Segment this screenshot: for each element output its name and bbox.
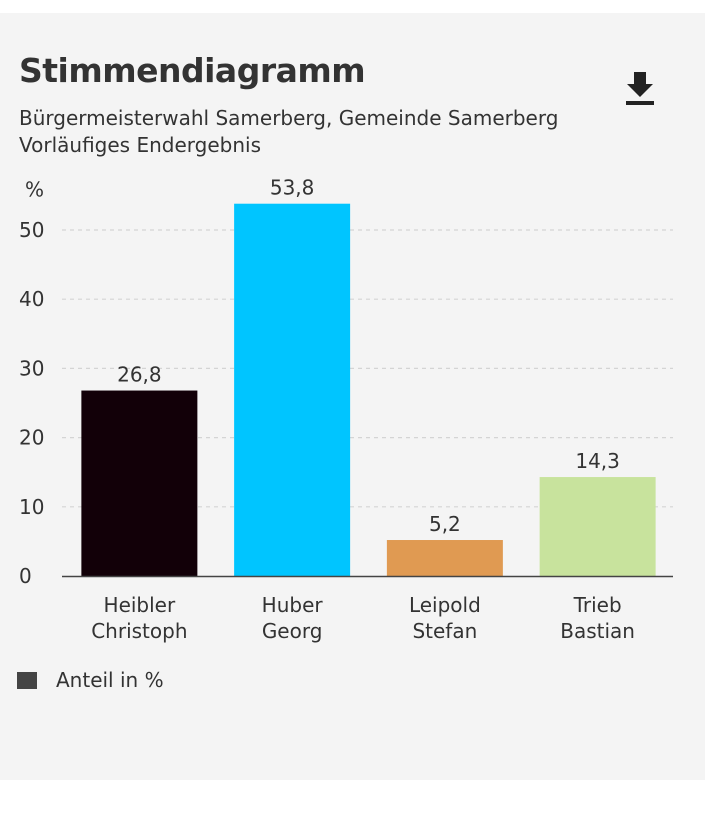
download-icon — [626, 72, 654, 105]
x-tick-label: Huber — [262, 593, 324, 617]
y-axis-unit-label: % — [25, 177, 44, 201]
chart-title: Stimmendiagramm — [19, 51, 366, 90]
x-tick-label: Trieb — [573, 593, 622, 617]
y-tick-label: 0 — [19, 564, 32, 588]
x-tick-label: Stefan — [412, 619, 477, 643]
bar — [234, 203, 351, 577]
legend: Anteil in % — [17, 668, 164, 692]
legend-label: Anteil in % — [56, 668, 164, 692]
chart-panel: Stimmendiagramm Bürgermeisterwahl Samerb… — [0, 13, 705, 780]
x-tick-label: Leipold — [409, 593, 481, 617]
x-tick-label: Bastian — [560, 619, 635, 643]
bar — [539, 477, 656, 576]
data-label: 53,8 — [270, 176, 315, 200]
x-tick-label: Heibler — [104, 593, 176, 617]
y-tick-label: 10 — [19, 495, 44, 519]
chart-subtitle-election: Bürgermeisterwahl Samerberg, Gemeinde Sa… — [19, 106, 559, 130]
data-label: 14,3 — [575, 449, 620, 473]
data-label: 5,2 — [429, 512, 461, 536]
chart-subtitle-status: Vorläufiges Endergebnis — [19, 133, 261, 157]
y-tick-label: 50 — [19, 218, 44, 242]
download-button[interactable] — [623, 70, 657, 108]
y-tick-label: 40 — [19, 287, 44, 311]
data-label: 26,8 — [117, 363, 162, 387]
x-tick-label: Georg — [262, 619, 323, 643]
y-tick-label: 30 — [19, 356, 44, 380]
bar — [386, 540, 503, 576]
y-tick-label: 20 — [19, 426, 44, 450]
legend-swatch — [17, 671, 37, 689]
bar — [81, 390, 198, 576]
x-tick-label: Christoph — [91, 619, 187, 643]
